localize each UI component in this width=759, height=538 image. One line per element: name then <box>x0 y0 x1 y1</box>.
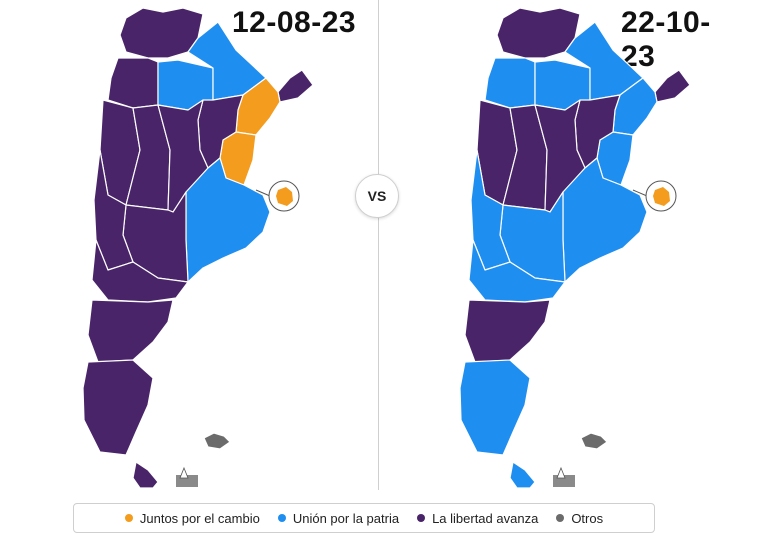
legend-dot <box>124 514 133 522</box>
region-santa-cruz <box>82 359 154 456</box>
region-santa-cruz <box>459 359 531 456</box>
legend-dot <box>556 514 565 522</box>
map-panel-primary: 12-08-23 <box>8 0 368 500</box>
argentina-map-general <box>459 7 691 489</box>
map-panel-general: 22-10-23 <box>385 0 745 500</box>
region-noa-west <box>484 57 536 109</box>
antarctic-marker-icon <box>556 466 566 479</box>
region-noa-west <box>107 57 159 109</box>
region-tdf <box>509 461 536 489</box>
argentina-map-primary <box>82 7 314 489</box>
legend-item-union: Unión por la patria <box>277 510 400 526</box>
region-malvinas <box>580 432 608 450</box>
region-caba <box>653 187 670 206</box>
region-tdf <box>132 461 159 489</box>
caba-connector-line <box>255 189 271 197</box>
region-chubut <box>87 299 174 363</box>
legend: Juntos por el cambio Unión por la patria… <box>73 503 655 533</box>
legend-label: La libertad avanza <box>432 510 539 526</box>
region-buenos-aires <box>185 157 271 283</box>
antarctic-marker-icon <box>179 466 189 479</box>
map-date-primary: 12-08-23 <box>232 6 357 39</box>
map-date-general: 22-10-23 <box>621 6 711 73</box>
region-malvinas <box>203 432 231 450</box>
caba-connector-line <box>632 189 648 197</box>
region-rio-negro <box>468 239 566 303</box>
region-rio-negro <box>91 239 189 303</box>
legend-dot <box>417 514 426 522</box>
legend-item-juntos: Juntos por el cambio <box>124 510 260 526</box>
legend-label: Juntos por el cambio <box>139 510 260 526</box>
region-misiones <box>277 69 314 103</box>
region-buenos-aires <box>562 157 648 283</box>
vs-badge: VS <box>355 174 399 218</box>
region-misiones <box>654 69 691 103</box>
panel-divider <box>378 0 379 490</box>
legend-label: Otros <box>571 510 604 526</box>
legend-label: Unión por la patria <box>292 510 400 526</box>
legend-item-libertad: La libertad avanza <box>417 511 538 526</box>
region-caba <box>276 187 293 206</box>
region-chubut <box>464 299 551 363</box>
legend-dot <box>277 514 286 522</box>
legend-item-otros: Otros <box>556 511 603 526</box>
